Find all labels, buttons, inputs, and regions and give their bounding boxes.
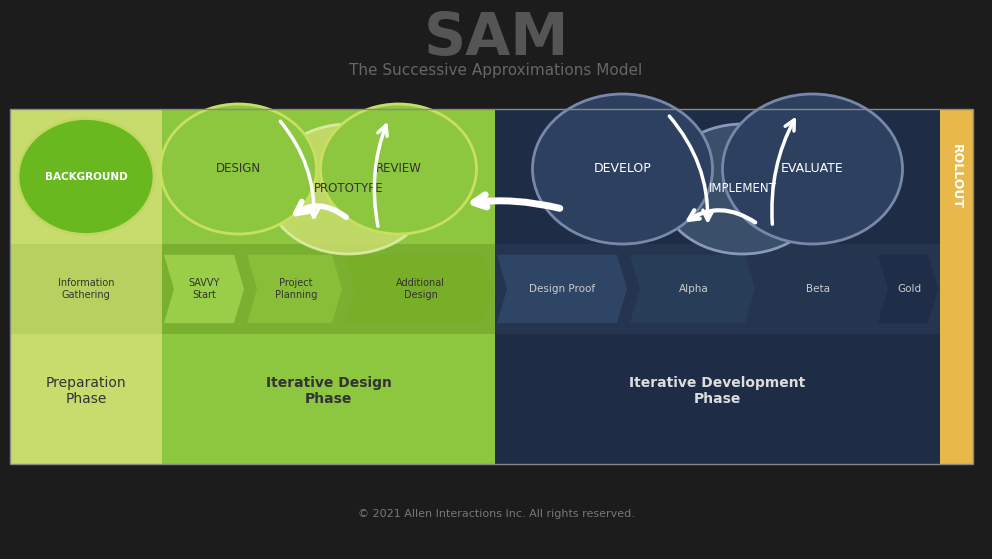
Text: Additional
Design: Additional Design bbox=[396, 278, 445, 300]
Text: SAVVY
Start: SAVVY Start bbox=[188, 278, 219, 300]
Polygon shape bbox=[162, 334, 495, 464]
Text: Beta: Beta bbox=[806, 284, 830, 294]
Text: EVALUATE: EVALUATE bbox=[781, 163, 844, 176]
Polygon shape bbox=[878, 255, 938, 323]
Text: ROLLOUT: ROLLOUT bbox=[950, 144, 963, 209]
Polygon shape bbox=[758, 255, 875, 323]
Text: Alpha: Alpha bbox=[680, 284, 709, 294]
Polygon shape bbox=[495, 244, 940, 334]
Polygon shape bbox=[497, 255, 627, 323]
Text: Preparation
Phase: Preparation Phase bbox=[46, 376, 126, 406]
Polygon shape bbox=[247, 255, 342, 323]
Polygon shape bbox=[495, 109, 940, 244]
Text: Design Proof: Design Proof bbox=[529, 284, 595, 294]
Polygon shape bbox=[10, 109, 162, 244]
Polygon shape bbox=[630, 255, 755, 323]
Ellipse shape bbox=[267, 124, 431, 254]
Polygon shape bbox=[162, 244, 495, 334]
Text: PROTOTYPE: PROTOTYPE bbox=[313, 182, 383, 196]
Ellipse shape bbox=[18, 119, 154, 234]
Ellipse shape bbox=[661, 124, 824, 254]
Ellipse shape bbox=[161, 104, 316, 234]
Text: SAM: SAM bbox=[424, 11, 568, 68]
Text: DEVELOP: DEVELOP bbox=[593, 163, 652, 176]
Text: Information
Gathering: Information Gathering bbox=[58, 278, 114, 300]
Text: BACKGROUND: BACKGROUND bbox=[45, 172, 127, 182]
Text: The Successive Approximations Model: The Successive Approximations Model bbox=[349, 64, 643, 78]
Polygon shape bbox=[10, 334, 162, 464]
Polygon shape bbox=[164, 255, 244, 323]
Text: Iterative Design
Phase: Iterative Design Phase bbox=[266, 376, 392, 406]
Text: Gold: Gold bbox=[898, 284, 922, 294]
Text: DESIGN: DESIGN bbox=[216, 163, 261, 176]
Text: © 2021 Allen Interactions Inc. All rights reserved.: © 2021 Allen Interactions Inc. All right… bbox=[357, 509, 635, 519]
Polygon shape bbox=[940, 244, 973, 334]
Text: IMPLEMENT: IMPLEMENT bbox=[708, 182, 777, 196]
Polygon shape bbox=[10, 244, 162, 334]
Ellipse shape bbox=[320, 104, 476, 234]
Polygon shape bbox=[162, 109, 495, 244]
Ellipse shape bbox=[722, 94, 903, 244]
Polygon shape bbox=[495, 334, 940, 464]
Ellipse shape bbox=[533, 94, 712, 244]
Text: Iterative Development
Phase: Iterative Development Phase bbox=[629, 376, 806, 406]
Text: Project
Planning: Project Planning bbox=[275, 278, 317, 300]
Polygon shape bbox=[345, 255, 493, 323]
Text: REVIEW: REVIEW bbox=[376, 163, 422, 176]
Polygon shape bbox=[940, 109, 973, 244]
Polygon shape bbox=[940, 334, 973, 464]
